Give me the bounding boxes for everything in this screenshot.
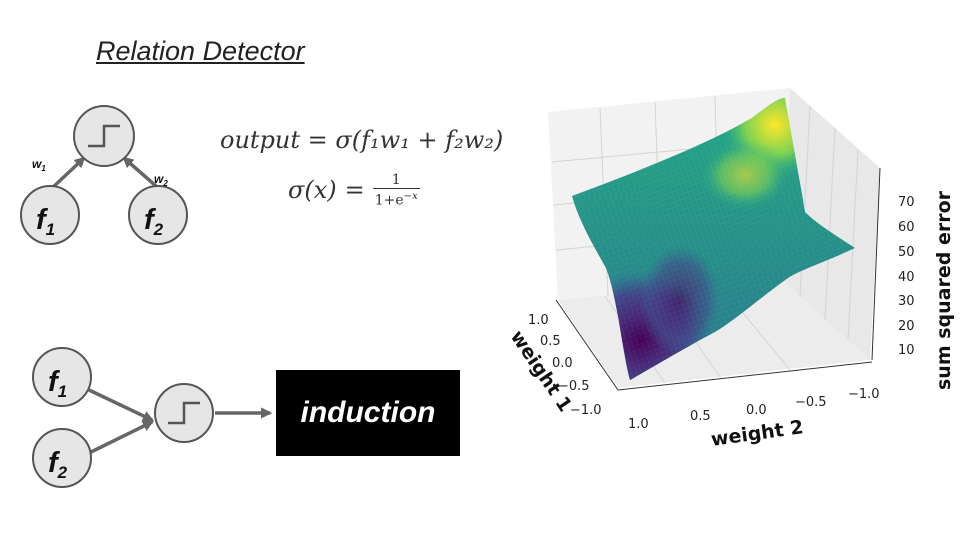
bottom-input-f1-sub: 1 xyxy=(58,382,67,401)
induction-output-box: induction xyxy=(276,370,460,456)
equation-output: output = σ(f₁w₁ + f₂w₂) xyxy=(220,126,504,154)
x-axis-label: weight 2 xyxy=(710,416,805,451)
z-tick-70: 70 xyxy=(898,195,915,210)
z-axis-label: sum squared error xyxy=(933,190,955,390)
x-tick-neg1.0: −1.0 xyxy=(848,387,880,402)
x-tick-0.5: 0.5 xyxy=(690,409,711,424)
z-tick-40: 40 xyxy=(898,270,915,285)
y-tick-0.5: 0.5 xyxy=(540,334,561,349)
sigmoid-numerator: 1 xyxy=(391,172,401,188)
z-axis: 70 60 50 40 30 20 10 sum squared error xyxy=(871,167,955,390)
sigmoid-denominator: 1+e xyxy=(374,192,404,209)
weight-w1-label: w1 xyxy=(32,157,46,173)
y-tick-1.0: 1.0 xyxy=(528,313,549,328)
input-f1-sub: 1 xyxy=(46,220,55,239)
y-tick-0.0: 0.0 xyxy=(552,356,573,371)
equation-output-rhs: σ(f₁w₁ + f₂w₂) xyxy=(335,126,504,154)
equation-sigmoid-lhs: σ(x) xyxy=(288,176,337,205)
equation-output-lhs: output xyxy=(220,126,301,154)
x-tick-1.0: 1.0 xyxy=(628,417,649,432)
bottom-step-function-icon xyxy=(168,401,200,425)
bottom-input-node-f1: f1 xyxy=(32,347,92,407)
z-tick-60: 60 xyxy=(898,220,915,235)
z-tick-30: 30 xyxy=(898,294,915,309)
edge-bottom-f2-to-node xyxy=(88,420,155,455)
sigmoid-fraction: 1 1+e−x xyxy=(372,172,420,209)
x-tick-neg0.5: −0.5 xyxy=(795,395,827,410)
input-node-f2: f2 xyxy=(128,185,188,245)
bottom-input-node-f2: f2 xyxy=(32,428,92,488)
sigmoid-exponent: −x xyxy=(403,191,418,202)
equation-sigmoid: σ(x) = 1 1+e−x xyxy=(288,172,420,209)
z-tick-10: 10 xyxy=(898,343,915,358)
edge-bottom-f1-to-node xyxy=(88,388,155,422)
bottom-induction-diagram: f1 f2 xyxy=(32,347,273,488)
bottom-input-f2-sub: 2 xyxy=(57,463,68,482)
top-relation-diagram: f1 f2 w1 w2 xyxy=(20,105,188,245)
y-tick-neg0.5: −0.5 xyxy=(558,379,590,394)
weight-w2-label: w2 xyxy=(154,172,168,188)
page-title: Relation Detector xyxy=(96,36,305,66)
input-f2-sub: 2 xyxy=(153,220,164,239)
step-node xyxy=(73,105,135,167)
edge-f1-to-node xyxy=(48,156,86,192)
bottom-step-node xyxy=(154,383,214,443)
z-tick-50: 50 xyxy=(898,245,915,260)
step-function-icon xyxy=(88,124,120,148)
y-tick-neg1.0: −1.0 xyxy=(570,403,602,418)
z-tick-20: 20 xyxy=(898,319,915,334)
input-node-f1: f1 xyxy=(20,185,80,245)
edge-f2-to-node xyxy=(122,156,158,188)
x-tick-0.0: 0.0 xyxy=(746,403,767,418)
